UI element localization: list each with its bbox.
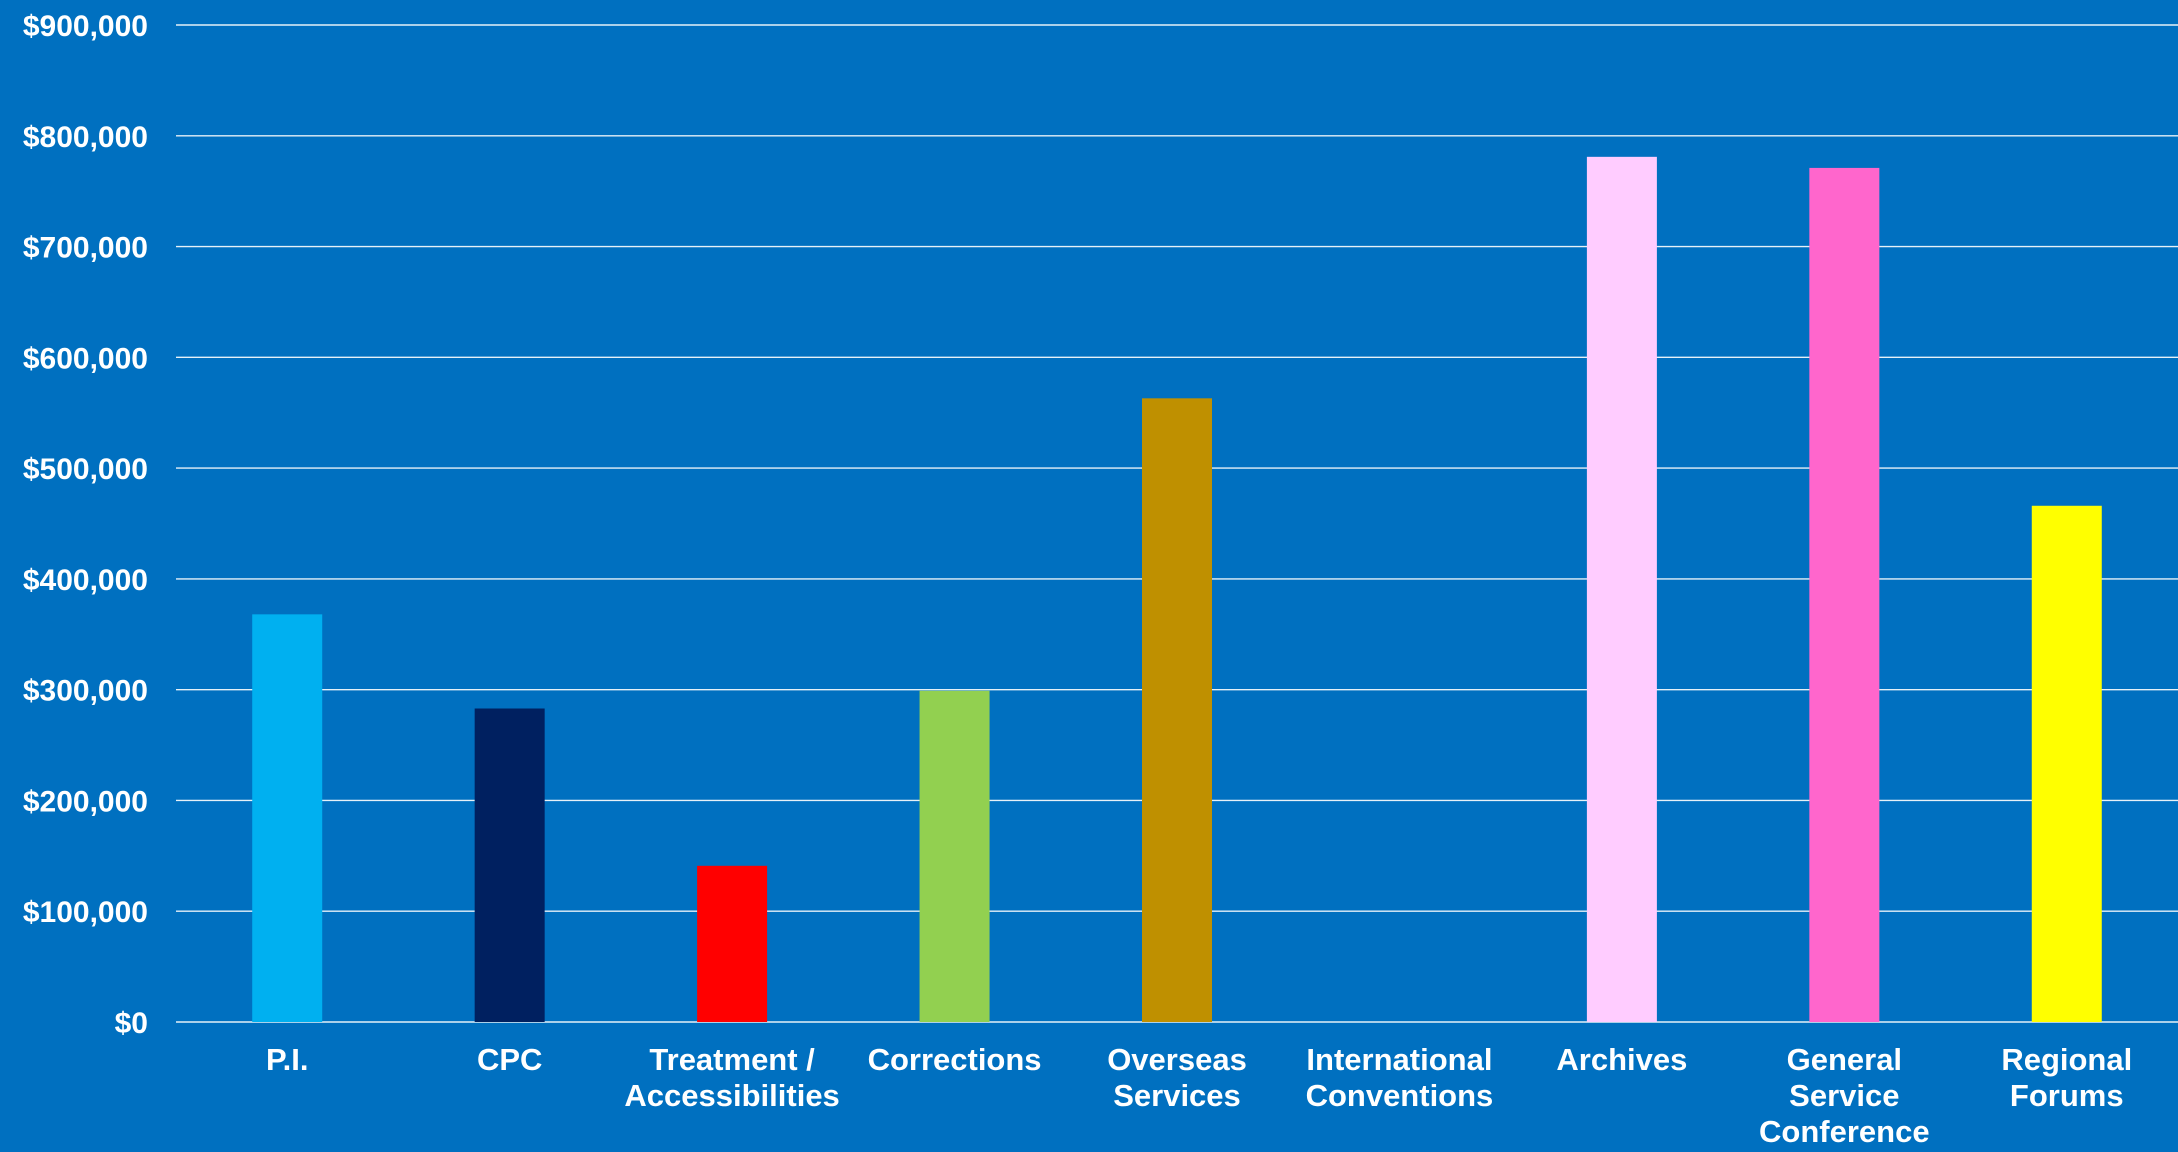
bar: [1809, 167, 1880, 1023]
x-tick-label-line: Service: [1789, 1078, 1899, 1113]
x-tick-label-line: International: [1306, 1042, 1492, 1077]
x-tick-label: Overseas Services: [1107, 1042, 1247, 1113]
x-tick-label-line: Archives: [1556, 1042, 1687, 1077]
y-tick-label: $200,000: [23, 785, 148, 818]
bar: [1586, 156, 1657, 1022]
x-tick-label-line: CPC: [477, 1042, 542, 1077]
x-axis-ticks: P.I. CPC Treatment / Accessibilities Correct…: [266, 1042, 2132, 1149]
y-tick-label: $400,000: [23, 564, 148, 597]
x-tick-label-line: Treatment /: [649, 1042, 815, 1077]
y-tick-label: $600,000: [23, 342, 148, 375]
x-tick-label: CPC: [477, 1042, 542, 1077]
x-tick-label-line: Forums: [2010, 1078, 2124, 1113]
y-tick-label: $300,000: [23, 675, 148, 708]
bar: [919, 690, 990, 1022]
x-tick-label-line: Overseas: [1107, 1042, 1247, 1077]
y-tick-label: $800,000: [23, 121, 148, 154]
y-axis-ticks: $0 $100,000 $200,000 $300,000 $400,000 $500,0…: [23, 10, 148, 1040]
bar: [1142, 398, 1212, 1022]
x-tick-label: P.I.: [266, 1042, 309, 1077]
y-tick-label: $700,000: [23, 232, 148, 265]
x-tick-label-line: Regional: [2001, 1042, 2132, 1077]
y-tick-label: $0: [115, 1007, 148, 1040]
x-tick-label-line: Conference: [1759, 1114, 1930, 1149]
x-tick-label: Regional Forums: [2001, 1042, 2132, 1113]
x-tick-label: Corrections: [868, 1042, 1042, 1077]
bar: [252, 614, 323, 1022]
x-tick-label: Treatment / Accessibilities: [624, 1042, 839, 1113]
bar: [474, 708, 545, 1022]
x-tick-label-line: Accessibilities: [624, 1078, 839, 1113]
y-tick-label: $500,000: [23, 453, 148, 486]
bars: [252, 156, 2102, 1023]
x-tick-label: General Service Conference: [1759, 1042, 1930, 1149]
bar: [2031, 505, 2102, 1023]
bar: [697, 865, 768, 1022]
y-tick-label: $100,000: [23, 896, 148, 929]
y-tick-label: $900,000: [23, 10, 148, 43]
x-tick-label: International Conventions: [1306, 1042, 1494, 1113]
x-tick-label-line: P.I.: [266, 1042, 309, 1077]
x-tick-label-line: Corrections: [868, 1042, 1042, 1077]
x-tick-label: Archives: [1556, 1042, 1687, 1077]
x-tick-label-line: Conventions: [1306, 1078, 1494, 1113]
x-tick-label-line: General: [1787, 1042, 1902, 1077]
x-tick-label-line: Services: [1113, 1078, 1241, 1113]
